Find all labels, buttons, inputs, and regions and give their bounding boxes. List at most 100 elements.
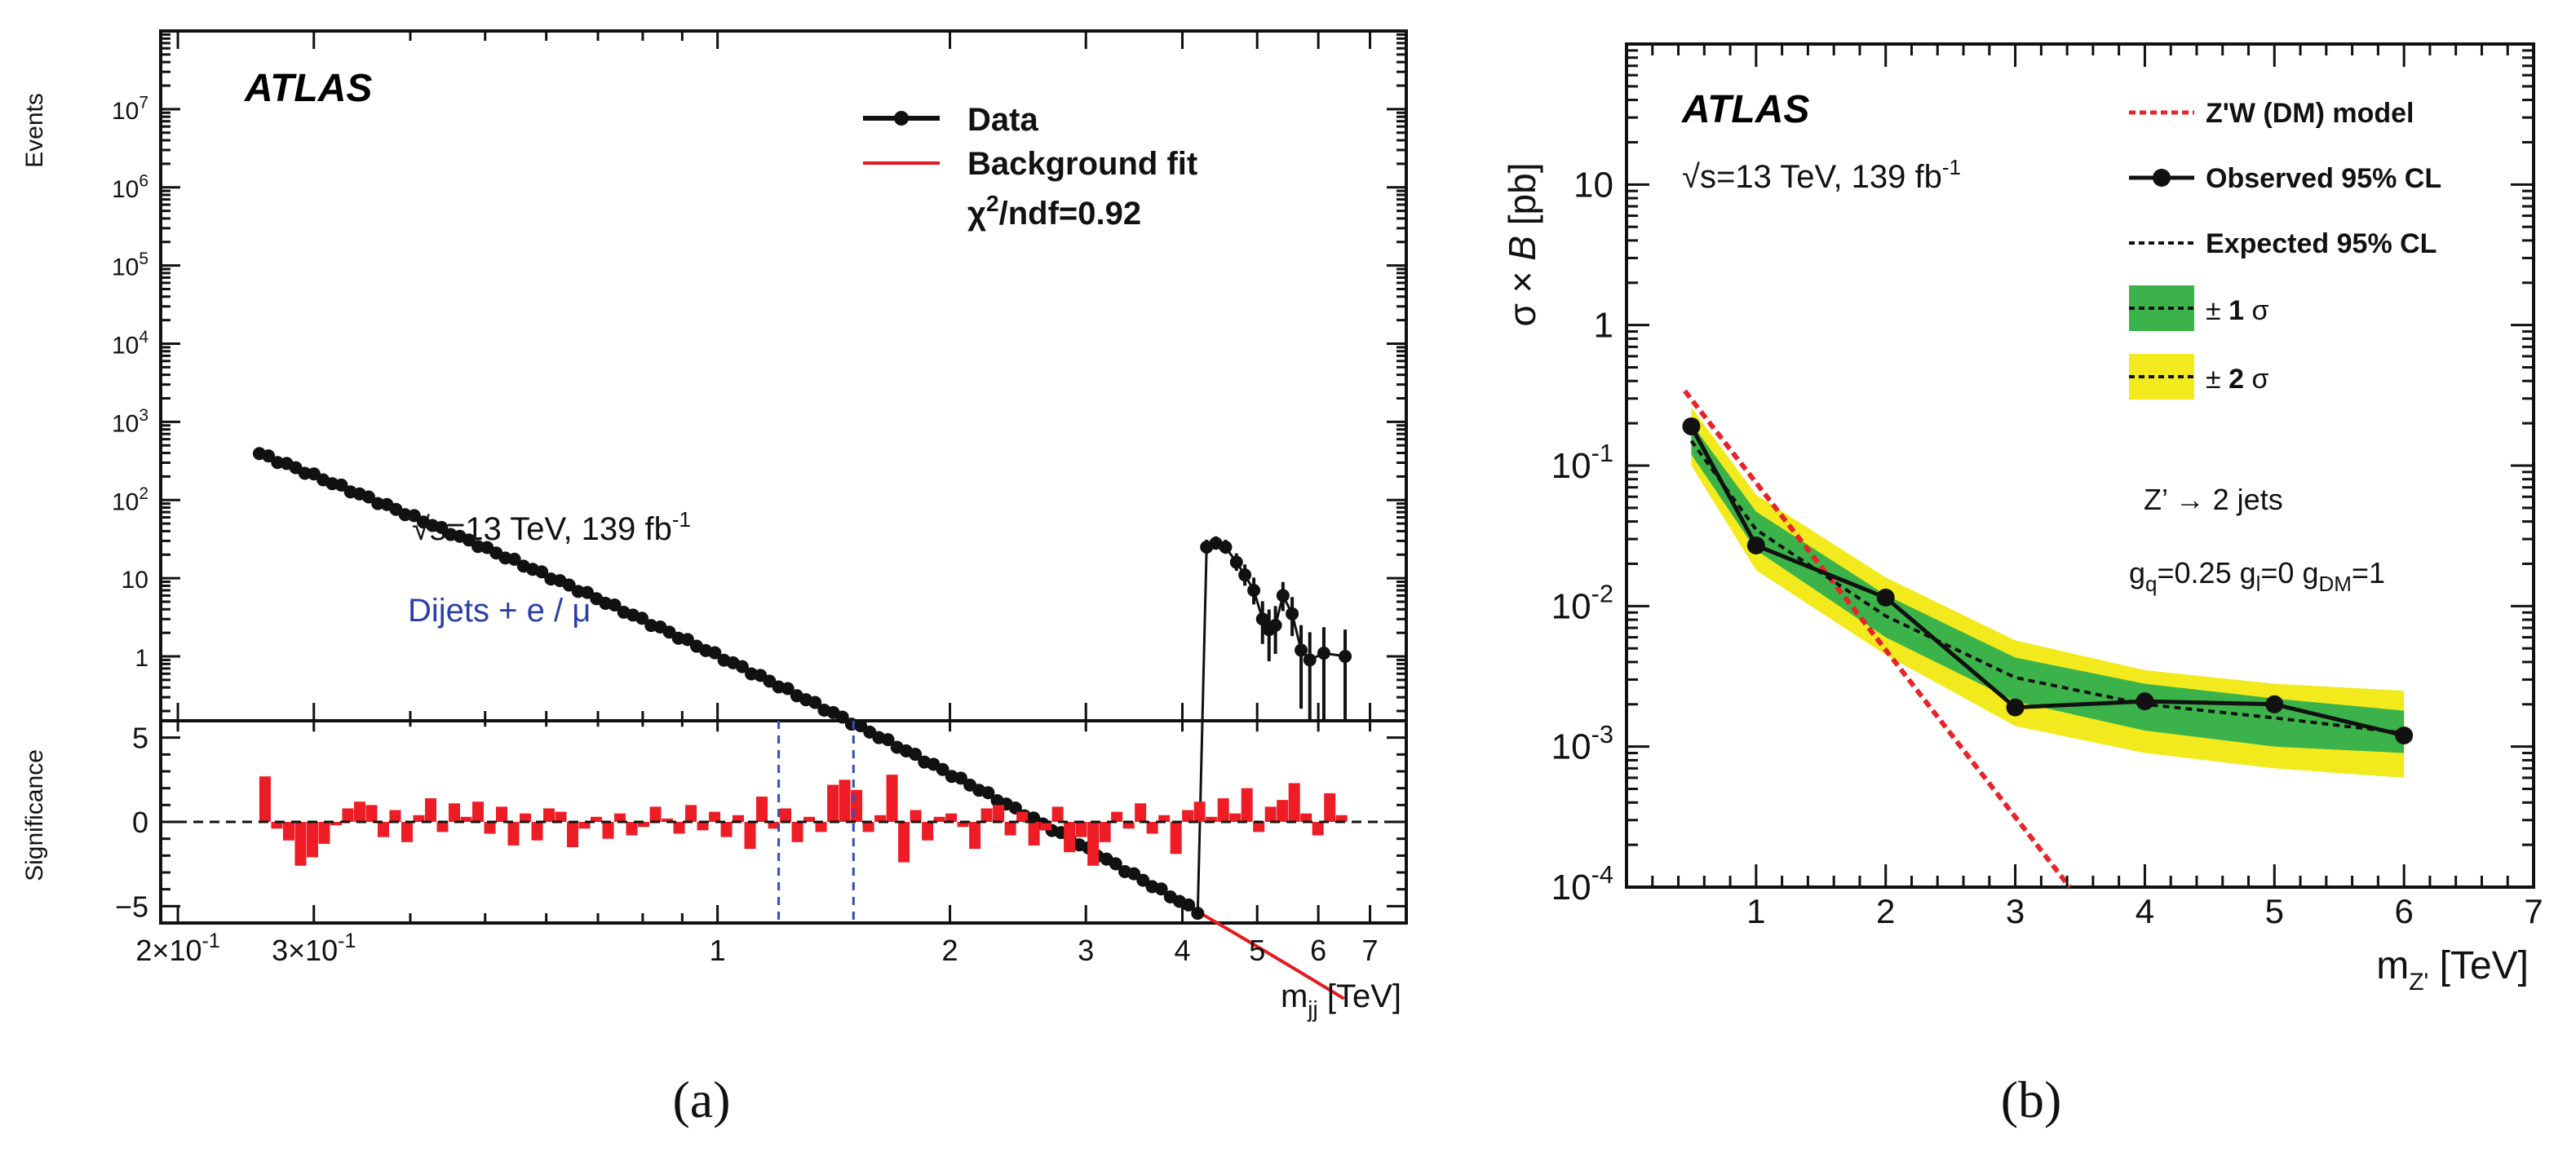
- a-xtick-label-3: 2: [942, 934, 958, 967]
- a-significance-bars: [161, 721, 1406, 923]
- data-point-72: [909, 748, 923, 762]
- sig-bar-41: [744, 822, 756, 850]
- sig-bar-47: [815, 822, 827, 832]
- b-xtick-label-3: 4: [2136, 892, 2154, 930]
- b-xtick-label-1: 2: [1876, 892, 1895, 930]
- a-ylabel-significance: Significance: [21, 749, 48, 881]
- data-point-17: [407, 509, 421, 523]
- a-ytick-label-5: 105: [112, 250, 148, 281]
- a-legend-chi2: χ2/ndf=0.92: [967, 191, 1141, 232]
- sig-bar-27: [578, 822, 591, 829]
- sig-bar-40: [733, 815, 745, 822]
- a-ytick-label-4: 104: [112, 328, 148, 360]
- main-frame-a: [159, 29, 1408, 722]
- sig-bar-65: [1028, 822, 1040, 846]
- b-ytick-label-3: 10-2: [1551, 580, 1613, 627]
- sig-bar-77: [1170, 822, 1182, 855]
- a-xtick-label-5: 4: [1174, 934, 1190, 967]
- sig-bar-17: [460, 816, 472, 822]
- data-point-53: [735, 660, 749, 673]
- sig-bar-73: [1122, 822, 1135, 829]
- sig-bar-32: [638, 822, 650, 828]
- b-legend-observed-marker: [2153, 169, 2171, 187]
- sig-bar-88: [1300, 813, 1312, 822]
- sig-bar-76: [1158, 815, 1171, 822]
- data-point-50: [708, 646, 722, 660]
- sig-bar-25: [555, 811, 567, 822]
- sig-bar-78: [1182, 810, 1194, 822]
- data-point-69: [881, 733, 895, 747]
- data-point-106: [1219, 540, 1233, 554]
- b-ticks: [1627, 42, 2534, 889]
- sig-bar-51: [862, 822, 874, 832]
- a-xtick-label-4: 3: [1078, 934, 1094, 967]
- data-point-107: [1229, 555, 1243, 569]
- b-panel-label: (b): [2001, 1071, 2062, 1128]
- sig-bar-53: [886, 775, 898, 822]
- observed-point-1: [1746, 536, 1765, 554]
- sig-bar-69: [1075, 822, 1087, 837]
- sig-bar-85: [1264, 806, 1277, 822]
- sig-bar-87: [1288, 783, 1300, 822]
- panel-a: 2×10-1 3×10-1 1 2 3 4 5 6 7 1 10 102 103 104 105 106 10…: [21, 29, 1408, 1128]
- a-xtick-label-8: 7: [1362, 934, 1379, 967]
- b-ytick-label-2: 10-1: [1551, 439, 1613, 486]
- data-point-23: [462, 533, 476, 547]
- sig-bar-0: [259, 776, 271, 822]
- sig-bar-67: [1051, 806, 1064, 822]
- sig-bar-72: [1111, 811, 1123, 822]
- sig-bar-54: [898, 822, 910, 863]
- sig-bar-70: [1087, 822, 1100, 866]
- a-legend: Data Background fit χ2/ndf=0.92: [863, 102, 1197, 232]
- observed-point-6: [2395, 726, 2414, 745]
- data-point-39: [608, 598, 622, 612]
- b-x-tick-labels: 1 2 3 4 5 6 7: [1746, 892, 2543, 930]
- sig-bar-21: [507, 822, 520, 846]
- data-point-12: [361, 490, 375, 504]
- b-ytick-label-1: 1: [1594, 306, 1613, 346]
- a-energy-label: √s=13 TeV, 139 fb-1: [412, 507, 691, 547]
- sig-bar-57: [933, 816, 945, 822]
- b-legend-1sigma-label: ± 1 σ: [2206, 295, 2268, 326]
- sig-bar-39: [720, 822, 733, 837]
- a-xlabel: mjj [TeV]: [1281, 978, 1401, 1022]
- sig-bar-48: [827, 784, 839, 822]
- sig-bar-5: [318, 822, 330, 844]
- a-main-ticks: [161, 29, 1406, 923]
- sig-bar-28: [591, 816, 603, 822]
- sig-bar-36: [685, 805, 697, 822]
- b-ytick-label-0: 10: [1573, 165, 1613, 205]
- a-channel-label: Dijets + e / μ: [408, 593, 591, 629]
- sig-bar-13: [413, 815, 425, 822]
- sig-bar-62: [993, 805, 1005, 822]
- data-point-109: [1247, 583, 1261, 597]
- sig-bar-89: [1312, 822, 1324, 836]
- data-point-102: [1182, 898, 1196, 912]
- sig-bar-6: [330, 822, 342, 826]
- b-xtick-label-0: 1: [1746, 892, 1765, 930]
- sig-bar-20: [496, 806, 508, 822]
- sig-bar-80: [1206, 816, 1218, 822]
- data-point-116: [1303, 653, 1317, 667]
- data-point-117: [1317, 647, 1330, 660]
- a-ytick-label-1: 10: [122, 567, 148, 594]
- data-point-77: [954, 771, 967, 785]
- a-legend-fit-label: Background fit: [967, 146, 1197, 182]
- sig-bar-68: [1064, 822, 1076, 853]
- data-point-58: [781, 682, 794, 696]
- sig-bar-26: [567, 822, 579, 847]
- observed-point-2: [1876, 588, 1895, 607]
- b-ytick-label-5: 10-4: [1551, 860, 1613, 907]
- a-legend-data-marker: [894, 111, 909, 126]
- sig-bar-86: [1277, 800, 1289, 822]
- data-point-47: [680, 633, 694, 647]
- data-point-110: [1255, 612, 1269, 626]
- a-xtick-label-2: 1: [710, 934, 726, 967]
- b-legend-expected-label: Expected 95% CL: [2206, 228, 2437, 259]
- sig-bar-79: [1193, 802, 1206, 822]
- observed-point-5: [2265, 695, 2284, 713]
- sig-bar-34: [662, 818, 674, 822]
- a-ylabel-events: Events: [21, 93, 48, 168]
- data-point-103: [1191, 907, 1205, 921]
